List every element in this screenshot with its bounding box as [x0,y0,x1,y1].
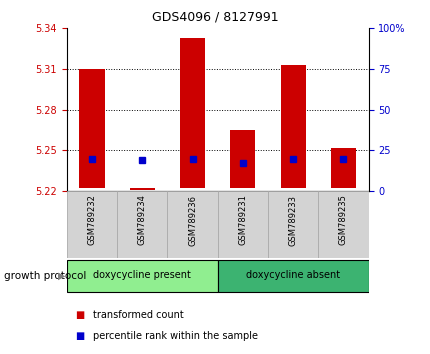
FancyBboxPatch shape [317,191,368,258]
Text: doxycycline present: doxycycline present [93,270,191,280]
Text: growth protocol: growth protocol [4,271,86,281]
FancyBboxPatch shape [267,191,317,258]
FancyBboxPatch shape [217,260,368,292]
Text: ■: ■ [75,310,84,320]
Text: GSM789235: GSM789235 [338,195,347,245]
Text: GSM789233: GSM789233 [288,195,297,246]
Bar [330,148,355,188]
Text: GSM789234: GSM789234 [138,195,146,245]
Text: GSM789232: GSM789232 [87,195,96,245]
Bar [180,38,205,188]
Text: GSM789236: GSM789236 [187,195,197,246]
Text: transformed count: transformed count [92,310,183,320]
Bar [129,188,154,190]
FancyBboxPatch shape [117,191,167,258]
FancyBboxPatch shape [67,260,217,292]
FancyBboxPatch shape [217,191,267,258]
Text: doxycycline absent: doxycycline absent [246,270,339,280]
Text: ■: ■ [75,331,84,341]
Bar [280,65,305,188]
FancyBboxPatch shape [67,191,117,258]
Text: percentile rank within the sample: percentile rank within the sample [92,331,257,341]
Text: ▶: ▶ [58,271,65,281]
Bar [79,69,104,188]
FancyBboxPatch shape [167,191,217,258]
Text: GDS4096 / 8127991: GDS4096 / 8127991 [152,11,278,24]
Bar [230,130,255,188]
Text: GSM789231: GSM789231 [238,195,247,245]
